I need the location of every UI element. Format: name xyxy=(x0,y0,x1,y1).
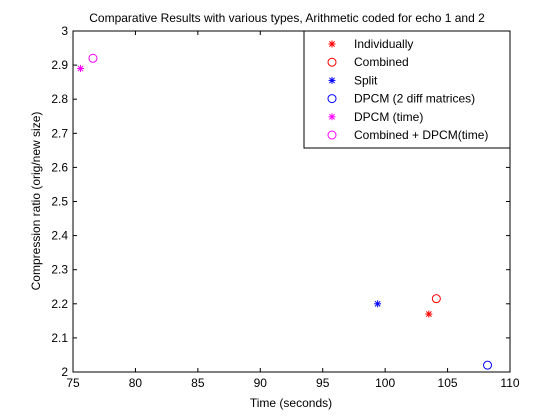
x-tick-label: 105 xyxy=(438,376,458,390)
x-axis-label: Time (seconds) xyxy=(250,396,332,410)
chart-title: Comparative Results with various types, … xyxy=(89,11,485,25)
data-point xyxy=(431,294,441,304)
data-point xyxy=(425,310,433,318)
data-points xyxy=(76,53,493,370)
y-axis-ticks: 2 2.1 2.2 2.3 2.4 2.5 2.6 2.7 2.8 2.9 3 xyxy=(51,24,510,379)
y-axis-label: Compression ratio (orig/new size) xyxy=(29,112,43,291)
y-tick-label: 2.4 xyxy=(51,229,68,243)
x-tick-label: 110 xyxy=(500,376,519,390)
legend-marker xyxy=(328,76,336,84)
x-axis-ticks: 75 80 85 90 95 100 105 110 xyxy=(66,31,520,390)
x-tick-label: 75 xyxy=(66,376,80,390)
legend-entry: Combined xyxy=(354,55,409,69)
x-tick-label: 80 xyxy=(129,376,143,390)
y-tick-label: 2.6 xyxy=(51,160,68,174)
y-tick-label: 3 xyxy=(61,24,68,38)
legend-entry: DPCM (2 diff matrices) xyxy=(354,92,475,106)
x-tick-label: 95 xyxy=(316,376,330,390)
legend-marker xyxy=(328,40,336,48)
y-tick-label: 2.5 xyxy=(51,195,68,209)
legend: Individually Combined Split DPCM (2 diff ma… xyxy=(303,30,511,149)
legend-entry: Individually xyxy=(354,37,413,51)
legend-marker xyxy=(327,94,337,104)
data-point xyxy=(76,65,84,73)
x-tick-label: 100 xyxy=(375,376,395,390)
legend-marker xyxy=(327,57,337,67)
y-tick-label: 2.1 xyxy=(51,331,68,345)
y-tick-label: 2.7 xyxy=(51,126,68,140)
y-tick-label: 2.2 xyxy=(51,297,68,311)
legend-marker xyxy=(328,113,336,121)
y-tick-label: 2.9 xyxy=(51,58,68,72)
x-tick-label: 90 xyxy=(254,376,268,390)
y-tick-label: 2.3 xyxy=(51,263,68,277)
data-point xyxy=(483,360,493,370)
x-tick-label: 85 xyxy=(191,376,205,390)
y-tick-label: 2.8 xyxy=(51,92,68,106)
data-point xyxy=(88,53,98,63)
legend-marker xyxy=(327,130,337,140)
data-point xyxy=(374,300,382,308)
y-tick-label: 2 xyxy=(61,365,68,379)
legend-entry: DPCM (time) xyxy=(354,110,423,124)
legend-entry: Split xyxy=(354,73,378,87)
legend-entry: Combined + DPCM(time) xyxy=(354,128,488,142)
legend-box xyxy=(303,30,511,149)
